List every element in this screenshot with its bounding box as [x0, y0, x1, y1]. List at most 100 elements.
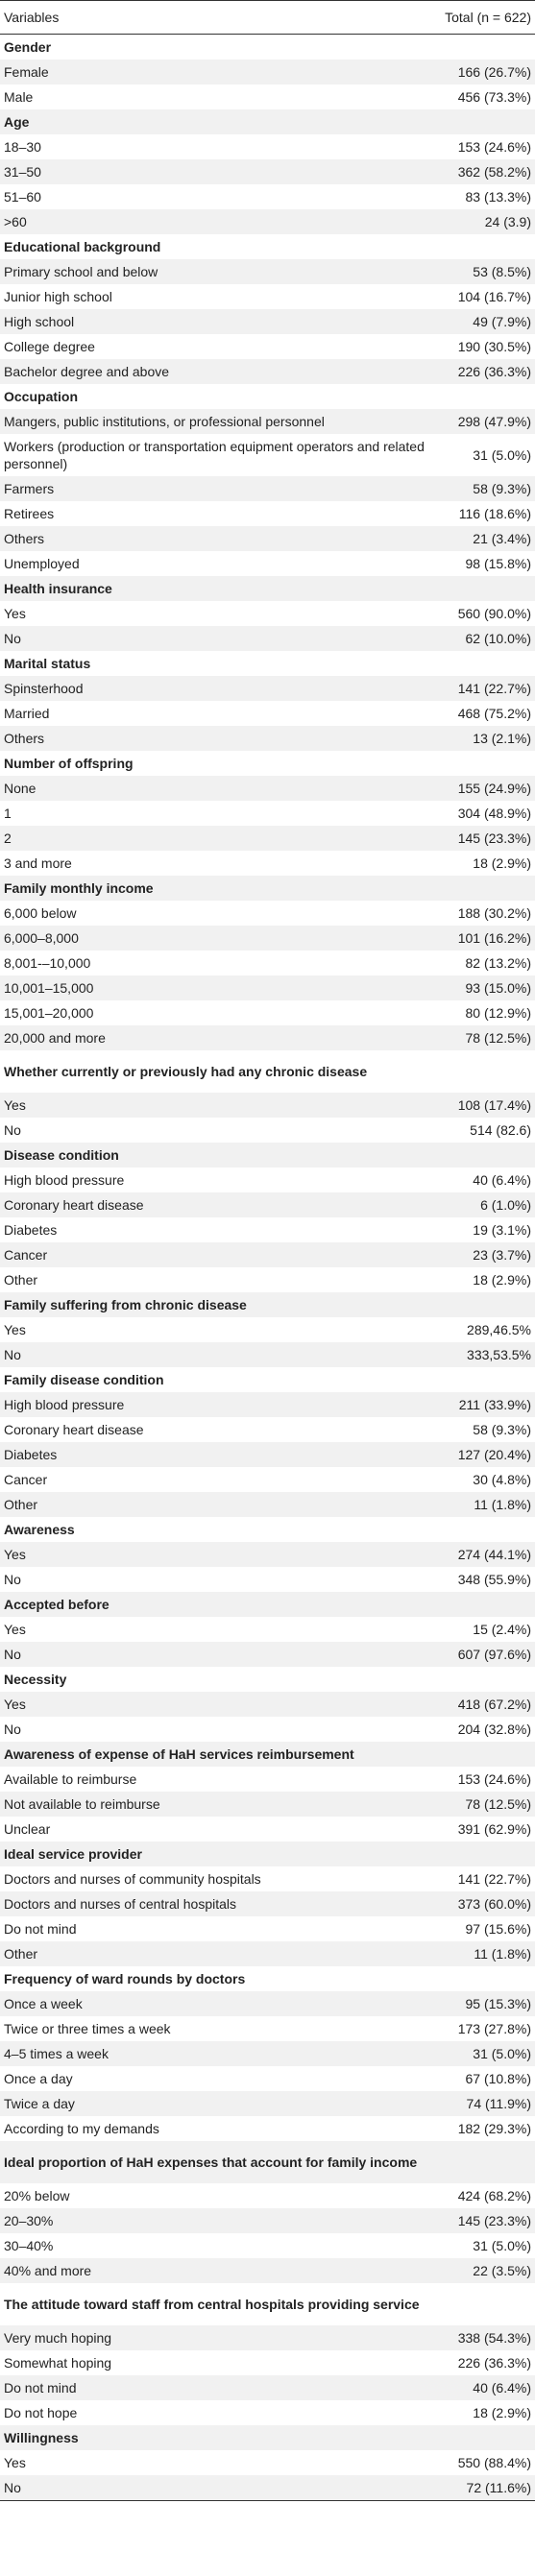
table-row: Junior high school 104 (16.7%) — [0, 284, 535, 309]
total-value: 456 (73.3%) — [457, 89, 531, 105]
total-value: 226 (36.3%) — [457, 364, 531, 379]
variable-label: 18–30 — [4, 139, 41, 155]
variable-label: Coronary heart disease — [4, 1422, 144, 1437]
section-header-row: Family disease condition — [0, 1367, 535, 1392]
section-header-row: Ideal proportion of HaH expenses that ac… — [0, 2141, 535, 2183]
section-title: Number of offspring — [4, 756, 134, 771]
variable-label: Cancer — [4, 1247, 48, 1263]
variable-label: Diabetes — [4, 1222, 58, 1238]
table-row: Other 11 (1.8%) — [0, 1492, 535, 1517]
table-row: 30–40% 31 (5.0%) — [0, 2233, 535, 2258]
table-row: Retirees 116 (18.6%) — [0, 501, 535, 526]
table-row: 10,001–15,000 93 (15.0%) — [0, 975, 535, 1000]
demographics-table: Variables Total (n = 622) Gender Female 16… — [0, 0, 535, 2501]
table-row: Spinsterhood 141 (22.7%) — [0, 676, 535, 701]
total-value: 348 (55.9%) — [457, 1572, 531, 1587]
table-row: 3 and more 18 (2.9%) — [0, 851, 535, 876]
section-header-row: The attitude toward staff from central h… — [0, 2283, 535, 2325]
table-row: 20,000 and more 78 (12.5%) — [0, 1025, 535, 1050]
total-value: 338 (54.3%) — [457, 2330, 531, 2346]
total-value: 468 (75.2%) — [457, 706, 531, 721]
variable-label: 10,001–15,000 — [4, 980, 94, 996]
table-row: Coronary heart disease 58 (9.3%) — [0, 1417, 535, 1442]
total-value: 607 (97.6%) — [457, 1647, 531, 1662]
total-value: 289,46.5% — [467, 1322, 531, 1337]
total-value: 145 (23.3%) — [457, 831, 531, 846]
variable-label: Married — [4, 706, 50, 721]
table-row: Other 11 (1.8%) — [0, 1941, 535, 1966]
variable-label: Cancer — [4, 1472, 48, 1487]
table-row: No 204 (32.8%) — [0, 1717, 535, 1742]
variable-label: >60 — [4, 214, 27, 229]
total-value: 78 (12.5%) — [465, 1030, 531, 1046]
variable-label: 4–5 times a week — [4, 2046, 109, 2061]
variable-label: Yes — [4, 2455, 26, 2470]
section-title: Marital status — [4, 656, 91, 671]
section-title: Educational background — [4, 239, 161, 254]
table-row: Unclear 391 (62.9%) — [0, 1817, 535, 1842]
section-header-row: Occupation — [0, 384, 535, 409]
variable-label: No — [4, 1347, 21, 1362]
total-value: 153 (24.6%) — [457, 139, 531, 155]
total-value: 95 (15.3%) — [465, 1996, 531, 2011]
table-row: Others 13 (2.1%) — [0, 726, 535, 751]
variable-label: Not available to reimburse — [4, 1796, 160, 1812]
table-row: Female 166 (26.7%) — [0, 60, 535, 84]
section-header-row: Necessity — [0, 1667, 535, 1692]
variable-label: Twice or three times a week — [4, 2021, 171, 2036]
variable-label: No — [4, 1122, 21, 1138]
table-row: 51–60 83 (13.3%) — [0, 184, 535, 209]
table-row: 20% below 424 (68.2%) — [0, 2183, 535, 2208]
variable-label: Farmers — [4, 481, 55, 496]
total-value: 418 (67.2%) — [457, 1697, 531, 1712]
total-value: 83 (13.3%) — [465, 189, 531, 205]
variable-label: 6,000–8,000 — [4, 930, 79, 946]
total-value: 13 (2.1%) — [473, 731, 531, 746]
total-value: 560 (90.0%) — [457, 606, 531, 621]
variable-label: High blood pressure — [4, 1172, 125, 1188]
table-row: Male 456 (73.3%) — [0, 84, 535, 109]
table-row: Do not mind 97 (15.6%) — [0, 1916, 535, 1941]
variable-label: Doctors and nurses of community hospital… — [4, 1871, 261, 1887]
variable-label: Once a week — [4, 1996, 83, 2011]
table-body: Gender Female 166 (26.7%) Male 456 (73.3%) Ag… — [0, 35, 535, 2501]
total-value: 93 (15.0%) — [465, 980, 531, 996]
table-row: No 514 (82.6) — [0, 1118, 535, 1143]
variable-label: Very much hoping — [4, 2330, 112, 2346]
section-title: Whether currently or previously had any … — [4, 1064, 368, 1079]
section-title: Ideal service provider — [4, 1846, 142, 1862]
table-row: 2 145 (23.3%) — [0, 826, 535, 851]
total-value: 40 (6.4%) — [473, 1172, 531, 1188]
total-value: 97 (15.6%) — [465, 1921, 531, 1937]
variable-label: Spinsterhood — [4, 681, 84, 696]
total-value: 153 (24.6%) — [457, 1771, 531, 1787]
table-row: Somewhat hoping 226 (36.3%) — [0, 2350, 535, 2375]
variable-label: No — [4, 1647, 21, 1662]
variable-label: 30–40% — [4, 2238, 54, 2253]
total-value: 141 (22.7%) — [457, 681, 531, 696]
table-row: High blood pressure 40 (6.4%) — [0, 1168, 535, 1192]
total-value: 15 (2.4%) — [473, 1622, 531, 1637]
variable-label: Once a day — [4, 2071, 73, 2086]
total-value: 226 (36.3%) — [457, 2355, 531, 2371]
variable-label: Do not hope — [4, 2405, 78, 2420]
total-value: 18 (2.9%) — [473, 855, 531, 871]
variable-label: Junior high school — [4, 289, 112, 304]
total-value: 18 (2.9%) — [473, 1272, 531, 1288]
table-row: 15,001–20,000 80 (12.9%) — [0, 1000, 535, 1025]
total-value: 141 (22.7%) — [457, 1871, 531, 1887]
variable-label: Workers (production or transportation eq… — [4, 439, 425, 471]
section-header-row: Awareness — [0, 1517, 535, 1542]
variable-label: 20% below — [4, 2188, 70, 2203]
table-row: 1 304 (48.9%) — [0, 801, 535, 826]
total-value: 49 (7.9%) — [473, 314, 531, 329]
total-value: 173 (27.8%) — [457, 2021, 531, 2036]
total-value: 31 (5.0%) — [473, 2238, 531, 2253]
section-title: Willingness — [4, 2430, 79, 2445]
total-value: 182 (29.3%) — [457, 2121, 531, 2136]
total-value: 108 (17.4%) — [457, 1097, 531, 1113]
total-value: 304 (48.9%) — [457, 806, 531, 821]
table-row: >60 24 (3.9) — [0, 209, 535, 234]
total-value: 98 (15.8%) — [465, 556, 531, 571]
table-row: Others 21 (3.4%) — [0, 526, 535, 551]
